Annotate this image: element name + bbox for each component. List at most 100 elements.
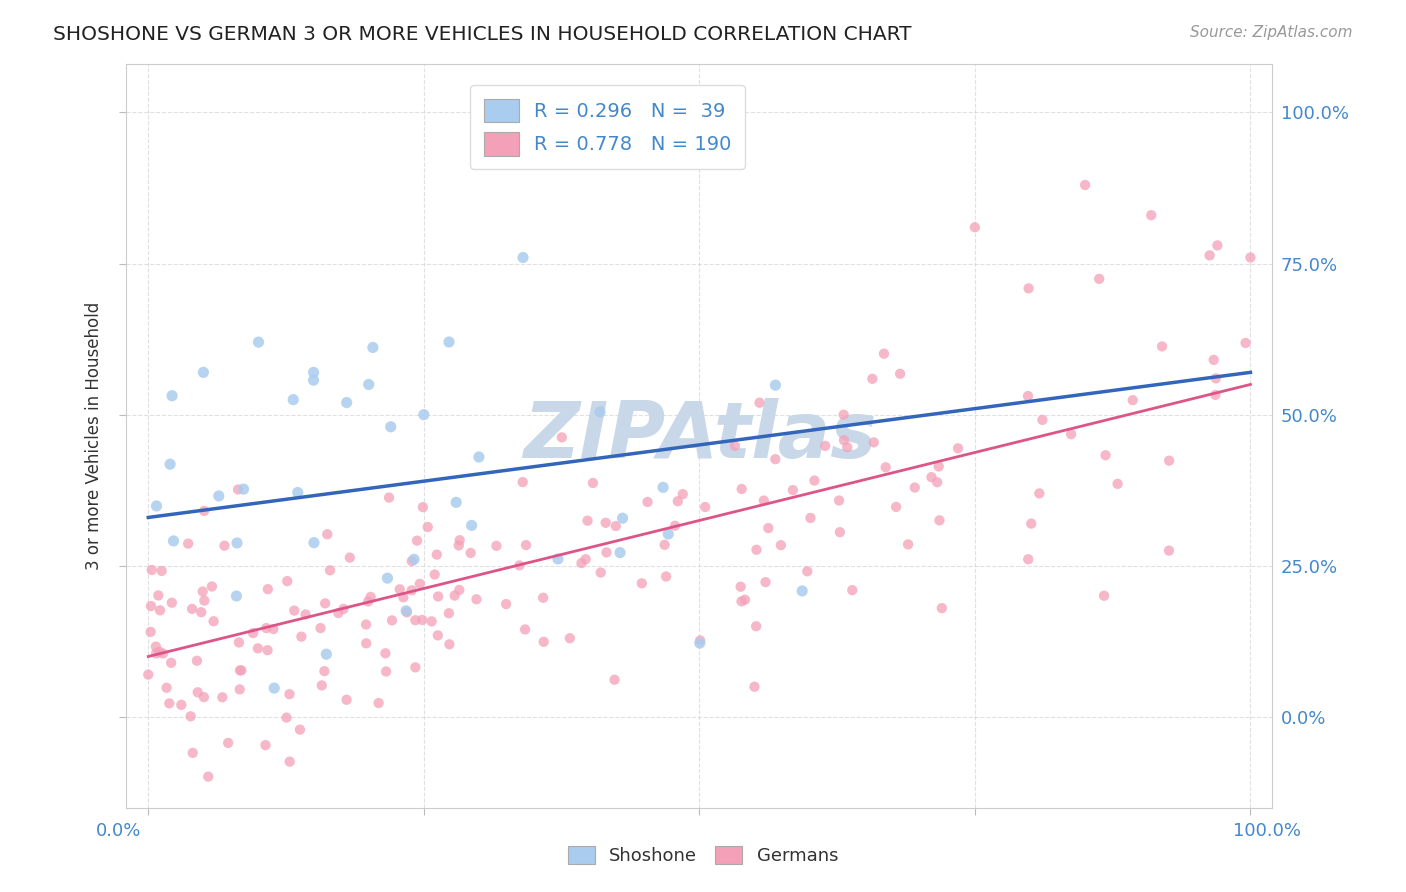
Point [283,392,305,407]
Point [276,574,298,589]
Point [395,605,418,619]
Point [1202,352,1225,367]
Point [547,552,569,566]
Point [460,518,482,533]
Point [256,643,278,657]
Point [262,622,284,636]
Point [689,633,711,648]
Point [388,582,411,597]
Point [799,511,821,525]
Point [465,592,488,607]
Point [1159,453,1181,467]
Point [256,582,278,596]
Point [401,583,423,598]
Point [214,539,236,553]
Point [406,533,429,548]
Point [1107,476,1129,491]
Point [337,817,360,831]
Point [1204,388,1226,402]
Point [495,597,517,611]
Point [423,567,446,582]
Point [302,535,325,549]
Point [582,475,605,490]
Point [928,459,950,474]
Point [605,519,627,533]
Point [832,408,855,422]
Point [576,514,599,528]
Point [426,628,449,642]
Point [319,563,342,577]
Point [193,690,215,705]
Point [191,584,214,599]
Point [904,481,927,495]
Point [150,564,173,578]
Point [160,596,183,610]
Point [575,552,598,566]
Point [228,635,250,649]
Point [404,613,426,627]
Text: 100.0%: 100.0% [1233,822,1301,840]
Point [443,589,465,603]
Point [533,634,555,648]
Point [828,525,851,540]
Point [226,536,249,550]
Point [395,604,418,618]
Point [508,558,530,573]
Point [595,516,617,530]
Point [336,395,359,409]
Point [1140,208,1163,222]
Point [1017,552,1039,566]
Point [162,533,184,548]
Legend: Shoshone, Germans: Shoshone, Germans [561,838,845,872]
Point [612,511,634,525]
Point [928,513,950,527]
Point [139,624,162,639]
Point [730,580,752,594]
Point [730,594,752,608]
Point [1205,371,1227,385]
Point [1060,427,1083,442]
Point [875,460,897,475]
Point [201,579,224,593]
Point [177,536,200,550]
Point [655,569,678,583]
Point [437,606,460,620]
Point [449,582,471,597]
Point [1206,238,1229,252]
Point [1198,248,1220,262]
Point [637,495,659,509]
Point [367,696,389,710]
Point [157,696,180,710]
Point [283,603,305,617]
Point [311,678,333,692]
Point [288,723,311,737]
Point [652,480,675,494]
Point [763,452,786,467]
Point [315,647,337,661]
Point [814,439,837,453]
Point [263,681,285,695]
Point [873,346,896,360]
Point [654,538,676,552]
Point [354,636,377,650]
Point [225,589,247,603]
Point [745,619,768,633]
Point [672,487,695,501]
Point [412,500,434,515]
Point [1239,251,1261,265]
Point [392,591,415,605]
Point [828,493,851,508]
Point [1074,178,1097,192]
Point [211,690,233,705]
Point [657,527,679,541]
Point [217,736,239,750]
Point [963,220,986,235]
Point [186,654,208,668]
Point [409,576,432,591]
Point [149,603,172,617]
Point [782,483,804,497]
Point [792,584,814,599]
Point [357,594,380,608]
Point [145,640,167,654]
Point [832,434,855,448]
